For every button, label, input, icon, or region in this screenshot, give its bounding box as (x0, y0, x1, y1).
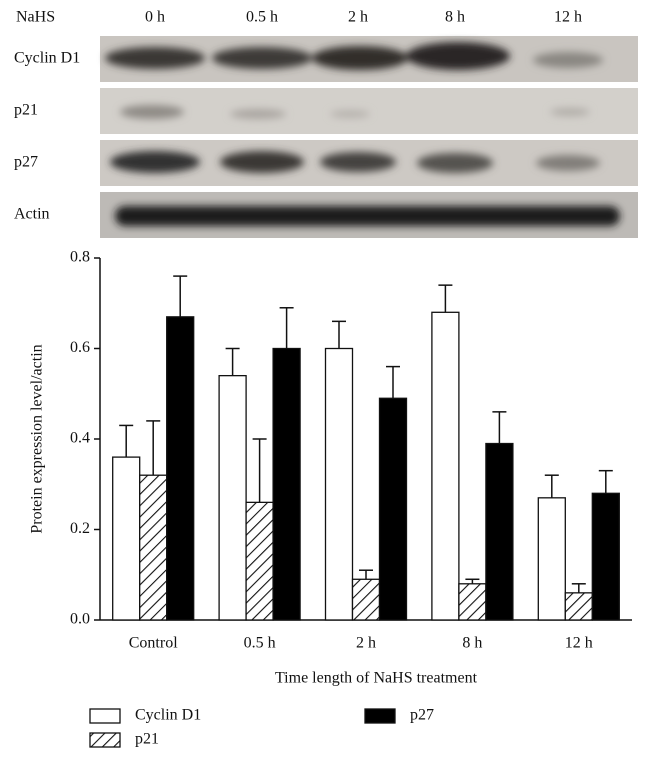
lane-label: 0.5 h (246, 9, 278, 26)
bar (139, 474, 168, 621)
bar (485, 442, 514, 621)
bands (105, 42, 620, 226)
bar (351, 578, 381, 621)
bar (537, 497, 566, 621)
bar (218, 374, 247, 621)
y-tick-label: 0.6 (70, 339, 90, 356)
western-blot (100, 36, 638, 238)
legend-label: Cyclin D1 (135, 707, 201, 724)
x-tick-label: 8 h (462, 635, 482, 652)
bar (166, 316, 195, 621)
legend-swatch (89, 708, 121, 724)
blot-header: NaHS (16, 9, 55, 26)
legend-label: p21 (135, 731, 159, 748)
x-tick-label: 0.5 h (244, 635, 276, 652)
lane-label: 0 h (145, 9, 165, 26)
y-axis-label: Protein expression level/actin (29, 344, 46, 533)
y-tick-label: 0.4 (70, 430, 90, 447)
bar (272, 347, 301, 621)
y-tick-label: 0.8 (70, 249, 90, 266)
lane-label: 2 h (348, 9, 368, 26)
x-tick-label: Control (129, 635, 178, 652)
row-label: Cyclin D1 (14, 50, 80, 67)
blot-strip (100, 88, 638, 134)
bar (431, 311, 460, 621)
bar (324, 347, 354, 621)
row-label: p21 (14, 102, 38, 119)
bar (458, 583, 487, 621)
row-label: Actin (14, 206, 50, 223)
legend-swatch (89, 732, 121, 748)
x-axis-label: Time length of NaHS treatment (275, 670, 478, 687)
x-tick-label: 2 h (356, 635, 376, 652)
legend-swatch (364, 708, 396, 724)
y-tick-label: 0.2 (70, 520, 90, 537)
legend-label: p27 (410, 707, 434, 724)
x-tick-label: 12 h (565, 635, 593, 652)
bar (591, 492, 620, 621)
lane-label: 12 h (554, 9, 582, 26)
lane-label: 8 h (445, 9, 465, 26)
bar (112, 456, 141, 621)
bar (245, 501, 274, 621)
y-tick-label: 0.0 (70, 611, 90, 628)
bar (378, 397, 408, 621)
bar (564, 592, 593, 621)
row-label: p27 (14, 154, 38, 171)
